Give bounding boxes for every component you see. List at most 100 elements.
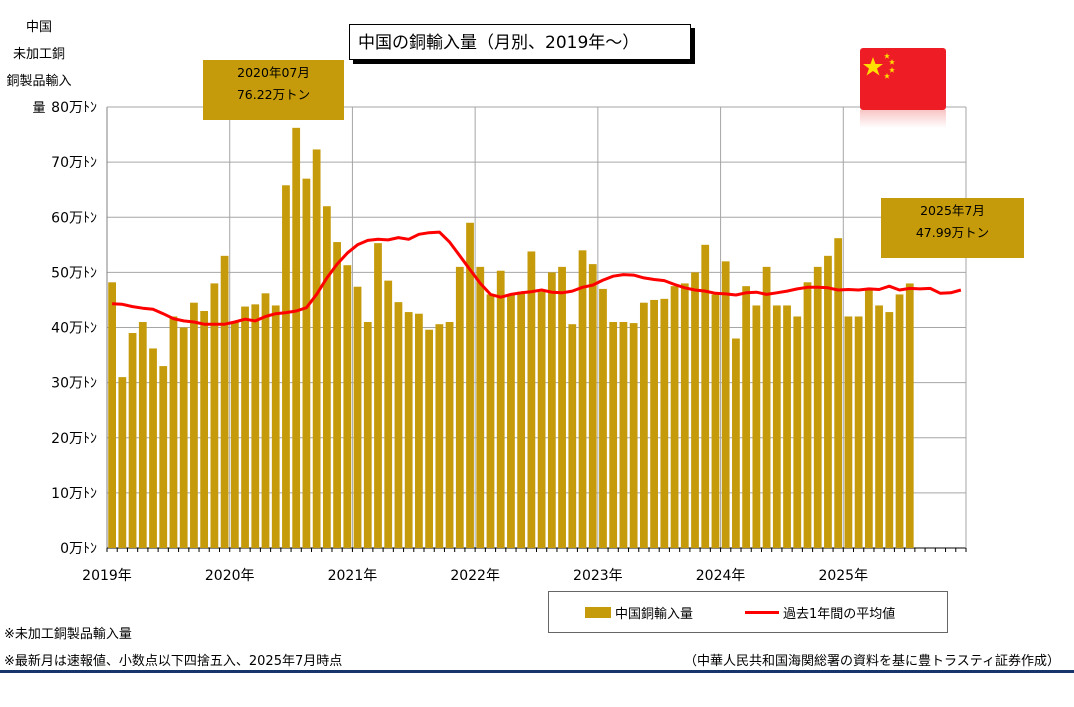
x-tick-label: 2021年 — [328, 568, 378, 584]
bar — [711, 294, 720, 548]
y-tick-label: 0万ﾄﾝ — [60, 541, 97, 557]
bar — [660, 298, 669, 548]
bar — [108, 282, 116, 548]
y-axis-title: 中国 未加工銅 銅製品輸入量 — [4, 14, 74, 122]
bar — [292, 127, 301, 548]
y-tick-label: 50万ﾄﾝ — [51, 265, 97, 281]
bar — [588, 264, 597, 548]
bar — [701, 244, 710, 548]
bar — [599, 288, 607, 548]
bar — [261, 293, 270, 548]
chart-canvas: 0万ﾄﾝ 10万ﾄﾝ 20万ﾄﾝ 30万ﾄﾝ 40万ﾄﾝ 50万ﾄﾝ 60万ﾄﾝ 70万ﾄﾝ 8… — [51, 100, 967, 584]
bar — [159, 366, 168, 548]
bar — [169, 316, 178, 548]
bar — [476, 266, 485, 548]
bar — [558, 266, 566, 548]
y-axis-title-line: 中国 — [25, 20, 52, 35]
x-tick-label: 2024年 — [696, 568, 746, 584]
bar — [302, 178, 311, 548]
bar — [486, 294, 495, 548]
bar — [803, 282, 812, 548]
flag-stars-icon — [863, 53, 895, 79]
bar — [251, 304, 260, 548]
callout-latest: 2025年7月 47.99万トン — [881, 198, 1024, 258]
bar — [435, 324, 444, 548]
bar — [200, 310, 209, 548]
bar — [875, 305, 883, 548]
bar — [905, 283, 914, 548]
bar — [394, 302, 403, 548]
bar — [282, 185, 290, 548]
chart-title: 中国の銅輸入量（月別、2019年～） — [349, 24, 691, 60]
bar — [762, 266, 771, 548]
bar — [691, 272, 699, 548]
bar — [732, 338, 740, 548]
note-1: ※未加工銅製品輸入量 — [4, 627, 132, 642]
bar — [333, 242, 341, 548]
bar — [895, 294, 904, 548]
note-2: ※最新月は速報値、小数点以下四捨五入、2025年7月時点 — [4, 654, 343, 669]
bar — [384, 280, 393, 548]
bar — [619, 321, 628, 548]
bar — [353, 286, 362, 548]
x-tick-label: 2022年 — [450, 568, 500, 584]
bar — [650, 299, 658, 548]
legend-line-swatch — [745, 611, 779, 614]
bar — [629, 323, 638, 548]
bar — [609, 321, 618, 548]
bar — [844, 316, 853, 548]
bar — [854, 316, 863, 548]
bar — [670, 286, 679, 548]
bar — [752, 305, 761, 548]
footer-rule — [0, 670, 1074, 673]
callout-peak: 2020年07月 76.22万トン — [203, 60, 344, 120]
y-tick-label: 80万ﾄﾝ — [51, 100, 97, 116]
bar — [322, 206, 331, 548]
bar — [312, 149, 321, 549]
bar — [783, 305, 791, 548]
bar — [680, 283, 689, 548]
bar — [864, 288, 873, 548]
bar — [834, 238, 843, 548]
bar — [404, 312, 413, 548]
bar — [210, 283, 219, 548]
y-tick-label: 30万ﾄﾝ — [51, 376, 97, 392]
bar — [527, 251, 536, 549]
bar — [721, 261, 730, 548]
legend-bar-label: 中国銅輸入量 — [615, 607, 694, 622]
bar — [813, 266, 822, 548]
bar — [271, 305, 280, 548]
bar — [220, 255, 229, 548]
bar — [190, 302, 198, 548]
bar — [568, 324, 577, 548]
bar — [445, 321, 454, 548]
bar — [639, 302, 648, 548]
bar — [374, 243, 382, 548]
bar — [241, 306, 249, 548]
bar — [772, 305, 781, 548]
bar — [128, 333, 137, 548]
bar — [415, 313, 423, 548]
y-axis-title-line: 未加工銅 — [12, 47, 65, 62]
bar — [179, 327, 188, 548]
bar — [793, 316, 802, 548]
bar — [455, 266, 464, 548]
legend: 中国銅輸入量 過去1年間の平均値 — [548, 591, 948, 633]
bar — [742, 286, 751, 548]
china-flag-icon — [860, 48, 946, 110]
average-line — [112, 230, 962, 326]
bar — [547, 272, 556, 548]
y-tick-label: 10万ﾄﾝ — [51, 486, 97, 502]
legend-line-label: 過去1年間の平均値 — [783, 607, 896, 622]
bar — [138, 321, 147, 548]
bar — [343, 265, 352, 548]
bar — [517, 291, 526, 548]
bar — [230, 321, 239, 548]
callout-latest-date: 2025年7月 — [920, 203, 985, 218]
callout-latest-value: 47.99万トン — [915, 225, 990, 240]
callout-peak-date: 2020年07月 — [237, 65, 310, 80]
x-tick-label: 2020年 — [205, 568, 255, 584]
y-axis-title-line: 銅製品輸入量 — [6, 74, 72, 116]
bar — [363, 321, 372, 548]
bar — [537, 291, 546, 548]
